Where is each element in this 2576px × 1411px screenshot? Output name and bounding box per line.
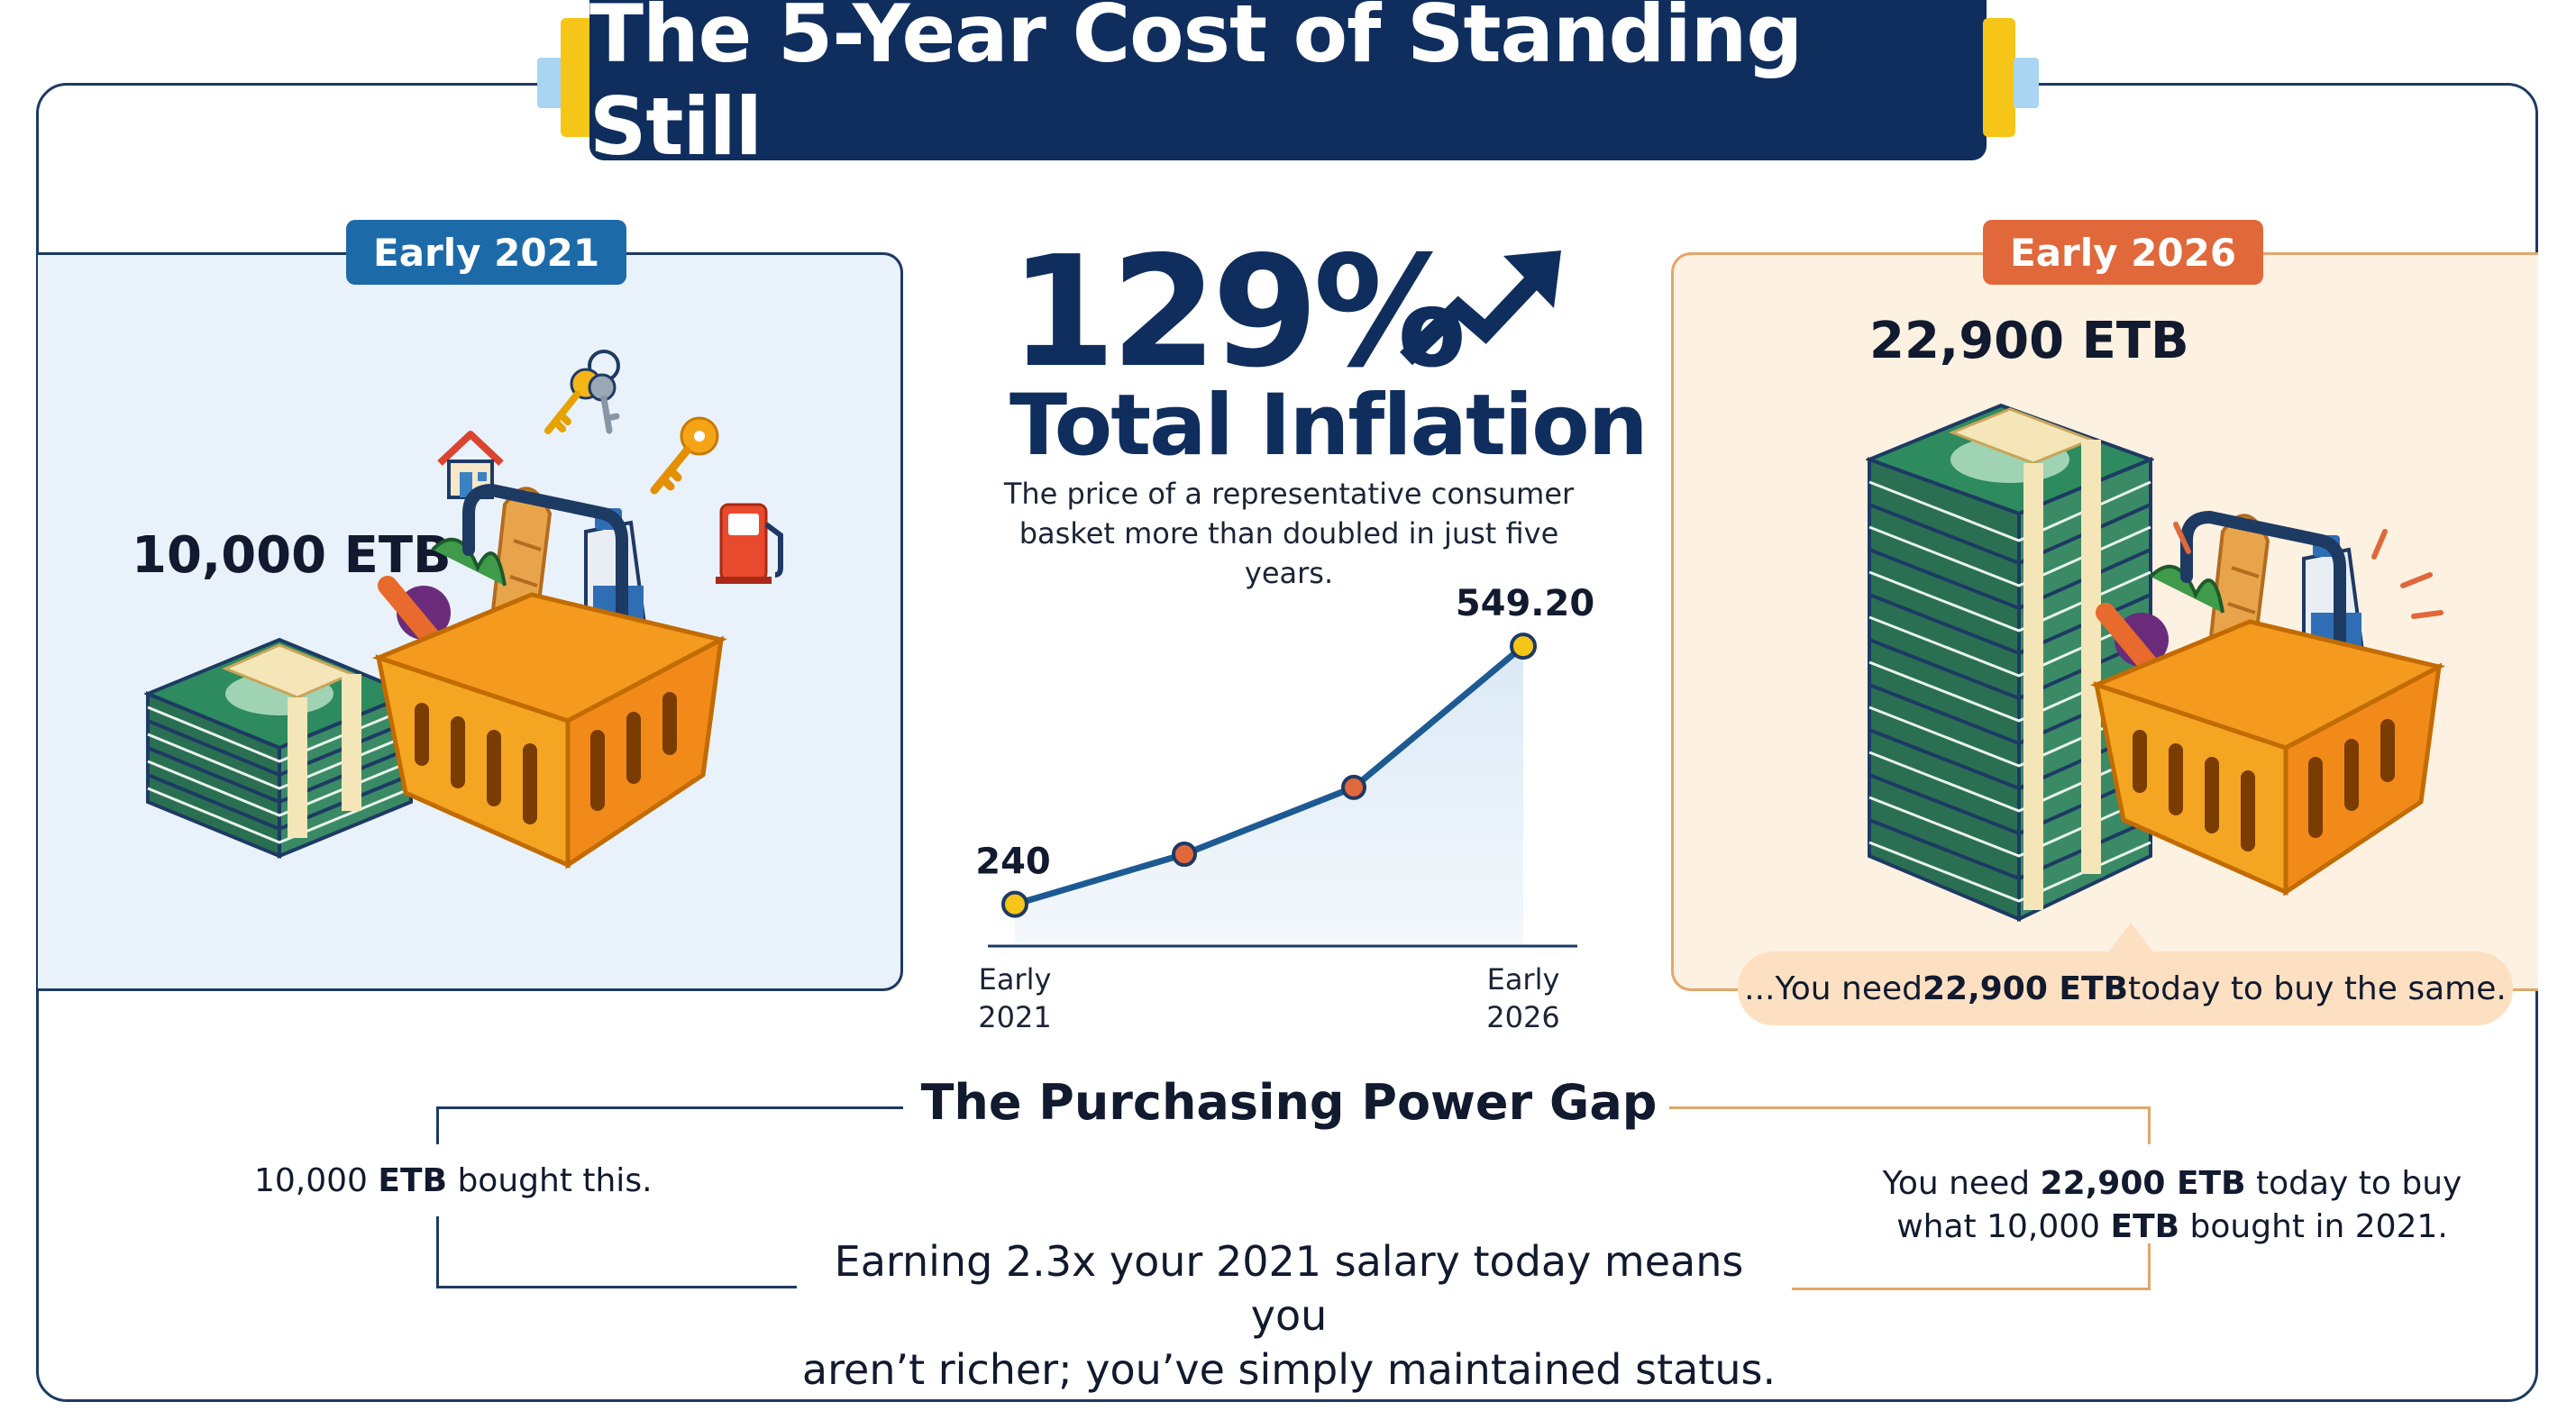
chart-area-fill — [1015, 646, 1523, 946]
right-note-line2-suffix: bought in 2021. — [2179, 1208, 2448, 1245]
gap-left-note: 10,000 ETB bought this. — [254, 1162, 653, 1199]
grocery-basket-icon — [2089, 510, 2446, 897]
data-point — [1510, 633, 1537, 660]
title-left-nub — [537, 58, 562, 108]
conclusion-line-1: Earning 2.3x your 2021 salary today mean… — [834, 1237, 1744, 1340]
total-inflation-heading: Total Inflation — [1009, 377, 1649, 475]
page-title: The 5-Year Cost of Standing Still — [589, 0, 1803, 173]
inflation-percent: 129% — [1009, 223, 1466, 402]
data-label: 549.20 — [1456, 583, 1594, 624]
title-right-nub — [2014, 58, 2039, 108]
callout-amount: 22,900 ETB — [1922, 969, 2129, 1007]
title-left-tab — [561, 18, 593, 137]
callout-prefix: ...You need — [1744, 969, 1923, 1007]
title-bar: The 5-Year Cost of Standing Still — [589, 0, 1987, 173]
grocery-basket-icon — [371, 483, 728, 869]
gap-right-top-bracket — [1669, 1106, 2151, 1144]
data-point — [1001, 890, 1028, 918]
description-line-1: The price of a representative consumer — [1003, 477, 1575, 511]
callout-pointer — [2107, 923, 2154, 953]
description-line-2: basket more than doubled in just five ye… — [1019, 516, 1559, 590]
right-note-line2-currency: ETB — [2110, 1208, 2180, 1245]
data-point — [1172, 842, 1197, 868]
early-2021-panel — [38, 252, 903, 991]
gap-conclusion: Earning 2.3x your 2021 salary today mean… — [793, 1234, 1785, 1397]
cash-stack-icon — [144, 637, 415, 859]
x-tick-label: 2026 — [1486, 1000, 1559, 1034]
x-tick-label: Early — [979, 962, 1052, 997]
data-point — [1341, 774, 1366, 800]
title-right-tab — [1983, 18, 2015, 137]
left-note-currency: ETB — [378, 1162, 448, 1199]
right-callout: ...You need 22,900 ETB today to buy the … — [1738, 951, 2513, 1025]
right-note-line-2: what 10,000 ETB bought in 2021. — [1857, 1206, 2488, 1249]
conclusion-line-2: aren’t richer; you’ve simply maintained … — [801, 1345, 1777, 1394]
callout-suffix: today to buy the same. — [2128, 969, 2507, 1007]
inflation-description: The price of a representative consumer b… — [973, 474, 1604, 593]
early-2021-badge: Early 2021 — [346, 220, 627, 285]
fuel-pump-icon — [716, 503, 783, 584]
series-line — [1011, 642, 1527, 908]
right-note-line1-suffix: today to buy — [2245, 1165, 2462, 1202]
left-note-prefix: 10,000 — [254, 1162, 379, 1199]
key-icon — [650, 416, 719, 495]
gap-left-top-bracket — [436, 1106, 903, 1144]
gap-right-bottom-bracket — [1792, 1243, 2151, 1290]
early-2026-amount: 22,900 ETB — [1869, 312, 2189, 370]
cash-stack-icon — [1866, 403, 2154, 923]
left-note-suffix: bought this. — [447, 1162, 653, 1199]
gap-right-note: You need 22,900 ETB today to buy what 10… — [1857, 1162, 2488, 1249]
early-2026-badge: Early 2026 — [1983, 220, 2264, 285]
right-note-line-1: You need 22,900 ETB today to buy — [1857, 1162, 2488, 1206]
gap-left-bottom-bracket — [436, 1216, 797, 1288]
trend-arrow-icon — [1400, 250, 1561, 366]
x-tick-label: 2021 — [978, 1000, 1051, 1034]
purchasing-power-gap-title: The Purchasing Power Gap — [920, 1074, 1658, 1131]
right-note-line1-prefix: You need — [1882, 1165, 2041, 1202]
right-note-line2-prefix: what 10,000 — [1896, 1208, 2111, 1245]
x-tick-label: Early — [1487, 962, 1560, 997]
early-2021-amount: 10,000 ETB — [132, 526, 452, 585]
keys-icon — [544, 350, 620, 434]
title-banner: The 5-Year Cost of Standing Still — [537, 0, 2039, 173]
right-note-line1-amount: 22,900 ETB — [2040, 1165, 2246, 1202]
data-label: 240 — [975, 842, 1051, 883]
